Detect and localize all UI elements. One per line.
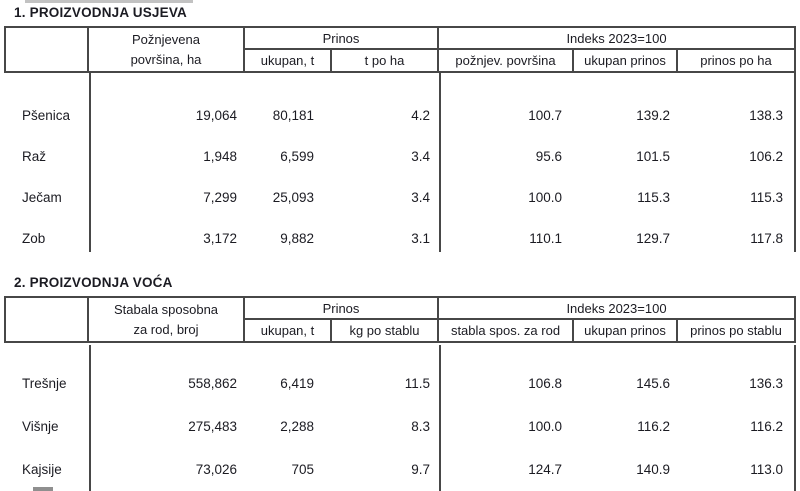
stub-header-line2: za rod, broj [133, 321, 199, 337]
table2-divider-stub [89, 345, 91, 491]
row-label: Zob [22, 231, 46, 246]
cell: 100.0 [528, 419, 562, 434]
cell: 275,483 [188, 419, 237, 434]
table2-border-right [794, 345, 796, 491]
table1-stub-header: Požnjevena površina, ha [89, 28, 245, 71]
table2-header: Stabala sposobna za rod, broj Prinos Ind… [4, 296, 796, 343]
table1-subheader-ukupan-t: ukupan, t [245, 50, 332, 71]
cell: 19,064 [195, 108, 237, 123]
cell: 8.3 [411, 419, 430, 434]
cell: 3.1 [411, 231, 430, 246]
cell: 129.7 [636, 231, 670, 246]
row-label: Ječam [22, 190, 62, 205]
table2-stub-corner [6, 298, 89, 341]
cell: 6,419 [280, 376, 314, 391]
table2-subheader-ukupan-prinos: ukupan prinos [574, 320, 678, 341]
cell: 25,093 [272, 190, 314, 205]
cell: 139.2 [636, 108, 670, 123]
cell: 115.3 [750, 190, 783, 205]
table-row: Ječam 7,299 25,093 3.4 100.0 115.3 115.3 [4, 177, 796, 218]
cell: 117.8 [750, 231, 783, 246]
row-label: Pšenica [22, 108, 71, 123]
cell: 138.3 [749, 108, 783, 123]
table2-body: Trešnje 558,862 6,419 11.5 106.8 145.6 1… [4, 345, 796, 491]
table1-subheader-ukupan-prinos: ukupan prinos [574, 50, 678, 71]
table1-subheader-poznjev-povrsina: požnjev. površina [439, 50, 574, 71]
cell: 1,948 [203, 149, 237, 164]
row-label: Raž [22, 149, 47, 164]
row-label: Kajsije [22, 462, 62, 477]
cell: 73,026 [195, 462, 237, 477]
cell: 3,172 [203, 231, 237, 246]
cell: 3.4 [411, 190, 430, 205]
table1-divider-stub [89, 73, 91, 252]
cell: 136.3 [749, 376, 783, 391]
cell: 100.0 [528, 190, 562, 205]
cell: 145.6 [636, 376, 670, 391]
cell: 3.4 [411, 149, 430, 164]
table1-subheader-prinos-po-ha: prinos po ha [700, 53, 772, 68]
table1-title: 1. PROIZVODNJA USJEVA [14, 5, 187, 20]
cell: 9.7 [411, 462, 430, 477]
cell: 140.9 [636, 462, 670, 477]
table-row: Raž 1,948 6,599 3.4 95.6 101.5 106.2 [4, 136, 796, 177]
scan-artifact-top [25, 0, 193, 3]
cell: 106.8 [528, 376, 562, 391]
row-label: Trešnje [22, 376, 67, 391]
table-row: Kajsije 73,026 705 9.7 124.7 140.9 113.0 [4, 448, 796, 491]
table1-subheader-t-po-ha: t po ha [332, 50, 439, 71]
cell: 95.6 [535, 149, 562, 164]
cell: 116.2 [750, 419, 783, 434]
cell: 4.2 [411, 108, 430, 123]
table-row: Pšenica 19,064 80,181 4.2 100.7 139.2 13… [4, 95, 796, 136]
table1-stub-corner [6, 28, 89, 71]
scan-artifact-bottom [33, 487, 53, 491]
table2-subheader-ukupan-t: ukupan, t [245, 320, 332, 341]
table1-header: Požnjevena površina, ha Prinos Indeks 20… [4, 26, 796, 73]
table2-title: 2. PROIZVODNJA VOĆA [14, 275, 173, 290]
table-row: Trešnje 558,862 6,419 11.5 106.8 145.6 1… [4, 362, 796, 405]
stub-header-line2: površina, ha [130, 51, 202, 67]
table1-group-prinos: Prinos [245, 28, 439, 50]
cell: 7,299 [203, 190, 237, 205]
table-row: Zob 3,172 9,882 3.1 110.1 129.7 117.8 [4, 218, 796, 259]
cell: 113.0 [750, 462, 783, 477]
cell: 9,882 [280, 231, 314, 246]
table2-subheader-prinos-po-stablu: prinos po stablu [690, 323, 782, 338]
cell: 80,181 [272, 108, 314, 123]
table2-group-prinos: Prinos [245, 298, 439, 320]
table2-stub-header: Stabala sposobna za rod, broj [89, 298, 245, 341]
cell: 705 [291, 462, 314, 477]
stub-header-line1: Stabala sposobna [113, 301, 219, 317]
cell: 6,599 [280, 149, 314, 164]
cell: 106.2 [749, 149, 783, 164]
row-label: Višnje [22, 419, 59, 434]
cell: 101.5 [636, 149, 670, 164]
table2-group-indeks: Indeks 2023=100 [439, 298, 794, 320]
cell: 116.2 [637, 419, 670, 434]
table1-divider-section [439, 73, 441, 252]
table2-subheader-kg-po-stablu: kg po stablu [332, 320, 439, 341]
table-row: Višnje 275,483 2,288 8.3 100.0 116.2 116… [4, 405, 796, 448]
table2-divider-section [439, 345, 441, 491]
cell: 2,288 [280, 419, 314, 434]
cell: 115.3 [637, 190, 670, 205]
cell: 558,862 [188, 376, 237, 391]
cell: 100.7 [528, 108, 562, 123]
stub-header-line1: Požnjevena [132, 31, 200, 47]
table1-group-indeks: Indeks 2023=100 [439, 28, 794, 50]
table1-border-right [794, 73, 796, 252]
cell: 11.5 [404, 376, 430, 391]
table2-subheader-stabla-spos: stabla spos. za rod [439, 320, 574, 341]
cell: 110.1 [529, 231, 562, 246]
table1-body: Pšenica 19,064 80,181 4.2 100.7 139.2 13… [4, 73, 796, 252]
cell: 124.7 [528, 462, 562, 477]
